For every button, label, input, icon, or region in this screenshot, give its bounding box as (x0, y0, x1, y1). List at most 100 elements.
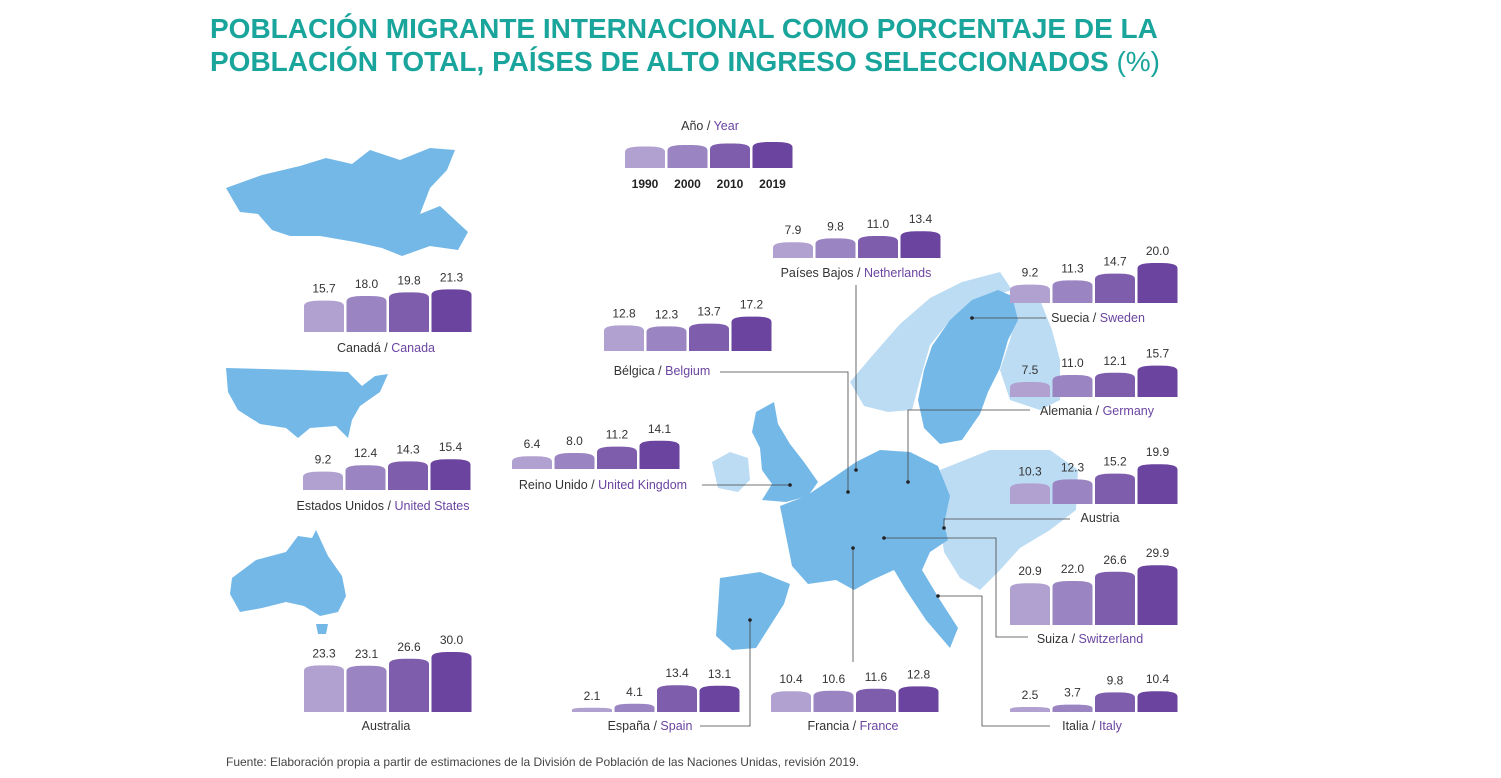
country-label-en: Switzerland (1079, 632, 1144, 646)
country-label-es: Suiza (1037, 632, 1068, 646)
bar-suiza-2010 (1095, 571, 1135, 625)
country-label-es: Reino Unido (519, 478, 588, 492)
value-label-suiza-2019: 29.9 (1146, 546, 1170, 560)
country-australia: 23.3 23.1 26.6 30.0 Australia (304, 633, 472, 733)
map-eastern-europe (940, 450, 1078, 590)
location-dot-francia (851, 546, 855, 550)
map-united-kingdom (752, 402, 818, 502)
bar-canada-2000 (346, 296, 387, 332)
value-label-austria-1990: 10.3 (1018, 464, 1042, 478)
country-belgica: 12.8 12.3 13.7 17.2 Bélgica / Belgium (604, 298, 772, 378)
map-canada (226, 148, 468, 256)
bar-estados-unidos-1990 (303, 471, 343, 490)
bar-francia-2019 (898, 686, 939, 712)
country-label-suecia: Suecia / Sweden (1051, 311, 1145, 325)
bar-austria-2000 (1052, 479, 1093, 504)
legend-year-2019: 2019 (759, 177, 786, 191)
title-main: POBLACIÓN MIGRANTE INTERNACIONAL COMO PO… (210, 13, 1157, 77)
map-australia (230, 530, 346, 616)
country-label-italia: Italia / Italy (1062, 719, 1123, 733)
country-label-en: Spain (660, 719, 692, 733)
bar-suiza-2019 (1137, 565, 1178, 625)
country-label-es: Australia (362, 719, 411, 733)
value-label-belgica-2019: 17.2 (740, 298, 764, 312)
country-francia: 10.4 10.6 11.6 12.8 Francia / France (771, 667, 939, 733)
country-label-en: United States (394, 499, 469, 513)
country-reino-unido: 6.4 8.0 11.2 14.1 Reino Unido / United Kingd… (512, 422, 687, 492)
value-label-italia-2019: 10.4 (1146, 672, 1170, 686)
value-label-italia-2010: 9.8 (1107, 673, 1124, 687)
country-label-es: Suecia (1051, 311, 1089, 325)
location-dot-paises-bajos (854, 468, 858, 472)
bar-austria-2019 (1137, 464, 1178, 504)
bar-austria-1990 (1010, 483, 1050, 504)
bar-suecia-2019 (1137, 263, 1178, 303)
country-label-australia: Australia (362, 719, 411, 733)
chart-canvas: Año / Year 1990 2000 2010 2019 15.7 18.0 19.8… (226, 119, 1178, 733)
value-label-australia-1990: 23.3 (312, 646, 336, 660)
leader-line-suiza (884, 537, 1028, 638)
country-label-en: Canada (391, 341, 435, 355)
bar-estados-unidos-2010 (388, 461, 428, 490)
source-note: Fuente: Elaboración propia a partir de e… (226, 755, 860, 769)
bar-reino-unido-1990 (512, 456, 552, 469)
map-sweden (918, 290, 1018, 444)
country-label-austria: Austria (1081, 511, 1120, 525)
value-label-paises-bajos-2019: 13.4 (909, 212, 933, 226)
year-legend: Año / Year 1990 2000 2010 2019 (625, 119, 793, 191)
value-label-reino-unido-2010: 11.2 (606, 428, 629, 442)
country-espana: 2.1 4.1 13.4 13.1 España / Spain (572, 666, 740, 733)
value-label-belgica-1990: 12.8 (612, 306, 636, 320)
map-united-states (226, 368, 388, 438)
bar-estados-unidos-2000 (345, 465, 386, 490)
country-label-es: Estados Unidos (296, 499, 384, 513)
country-paises-bajos: 7.9 9.8 11.0 13.4 Países Bajos / Netherlands (773, 212, 941, 280)
value-label-australia-2019: 30.0 (440, 633, 464, 647)
legend-swatch-2019 (752, 142, 793, 168)
map-norway (850, 272, 1012, 412)
country-alemania: 7.5 11.0 12.1 15.7 Alemania / Germany (1010, 347, 1178, 418)
bar-francia-2010 (856, 688, 896, 712)
bar-paises-bajos-2000 (815, 238, 856, 258)
country-estados-unidos: 9.2 12.4 14.3 15.4 Estados Unidos / United S… (296, 440, 471, 513)
country-suecia: 9.2 11.3 14.7 20.0 Suecia / Sweden (1010, 244, 1178, 325)
bar-espana-2010 (657, 685, 697, 712)
value-label-australia-2010: 26.6 (397, 640, 421, 654)
bar-italia-2019 (1137, 691, 1178, 712)
bar-alemania-2010 (1095, 372, 1135, 397)
country-label-belgica: Bélgica / Belgium (614, 364, 711, 378)
country-canada: 15.7 18.0 19.8 21.3 Canadá / Canada (304, 270, 472, 355)
location-dot-italia (936, 594, 940, 598)
bar-belgica-2000 (646, 326, 687, 351)
legend-swatch-1990 (625, 146, 665, 168)
bar-alemania-2019 (1137, 365, 1178, 397)
value-label-estados-unidos-2010: 14.3 (396, 442, 420, 456)
value-label-canada-2010: 19.8 (397, 273, 421, 287)
location-dot-austria (942, 526, 946, 530)
bar-suiza-1990 (1010, 583, 1050, 625)
country-label-en: France (860, 719, 899, 733)
bar-alemania-1990 (1010, 382, 1050, 397)
value-label-francia-2010: 11.6 (865, 670, 888, 684)
value-label-paises-bajos-2000: 9.8 (827, 219, 844, 233)
title-unit: (%) (1116, 46, 1160, 77)
bar-espana-2000 (614, 703, 655, 712)
value-label-suecia-2019: 20.0 (1146, 244, 1170, 258)
country-italia: 2.5 3.7 9.8 10.4 Italia / Italy (1010, 672, 1178, 733)
country-groups: 15.7 18.0 19.8 21.3 Canadá / Canada 9.2 12.4 14… (296, 212, 1178, 733)
value-label-austria-2000: 12.3 (1061, 460, 1085, 474)
bar-italia-2000 (1052, 704, 1093, 712)
country-label-francia: Francia / France (807, 719, 898, 733)
bar-australia-2000 (346, 665, 387, 712)
value-label-belgica-2000: 12.3 (655, 307, 679, 321)
country-label-canada: Canadá / Canada (337, 341, 435, 355)
value-label-italia-2000: 3.7 (1064, 686, 1081, 700)
country-label-en: United Kingdom (598, 478, 687, 492)
value-label-francia-1990: 10.4 (779, 672, 803, 686)
bar-austria-2010 (1095, 473, 1135, 504)
bar-suecia-2000 (1052, 280, 1093, 303)
value-label-espana-2019: 13.1 (708, 667, 732, 681)
bar-canada-2019 (431, 289, 472, 332)
value-label-paises-bajos-1990: 7.9 (785, 223, 802, 237)
leader-line-belgica (720, 371, 849, 492)
